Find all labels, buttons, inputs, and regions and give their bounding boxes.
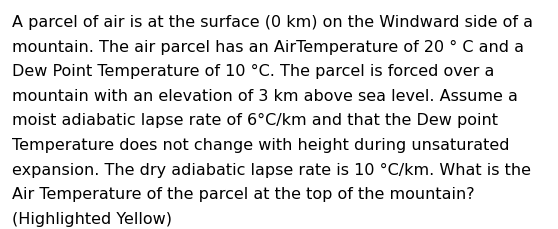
Text: (Highlighted Yellow): (Highlighted Yellow) (12, 211, 172, 226)
Text: mountain with an elevation of 3 km above sea level. Assume a: mountain with an elevation of 3 km above… (12, 88, 518, 103)
Text: A parcel of air is at the surface (0 km) on the Windward side of a: A parcel of air is at the surface (0 km)… (12, 15, 533, 30)
Text: Temperature does not change with height during unsaturated: Temperature does not change with height … (12, 137, 510, 152)
Text: mountain. The air parcel has an AirTemperature of 20 ° C and a: mountain. The air parcel has an AirTempe… (12, 39, 525, 54)
Text: Air Temperature of the parcel at the top of the mountain?: Air Temperature of the parcel at the top… (12, 186, 475, 201)
Text: Dew Point Temperature of 10 °C. The parcel is forced over a: Dew Point Temperature of 10 °C. The parc… (12, 64, 494, 79)
Text: moist adiabatic lapse rate of 6°C/km and that the Dew point: moist adiabatic lapse rate of 6°C/km and… (12, 113, 498, 128)
Text: expansion. The dry adiabatic lapse rate is 10 °C/km. What is the: expansion. The dry adiabatic lapse rate … (12, 162, 531, 177)
